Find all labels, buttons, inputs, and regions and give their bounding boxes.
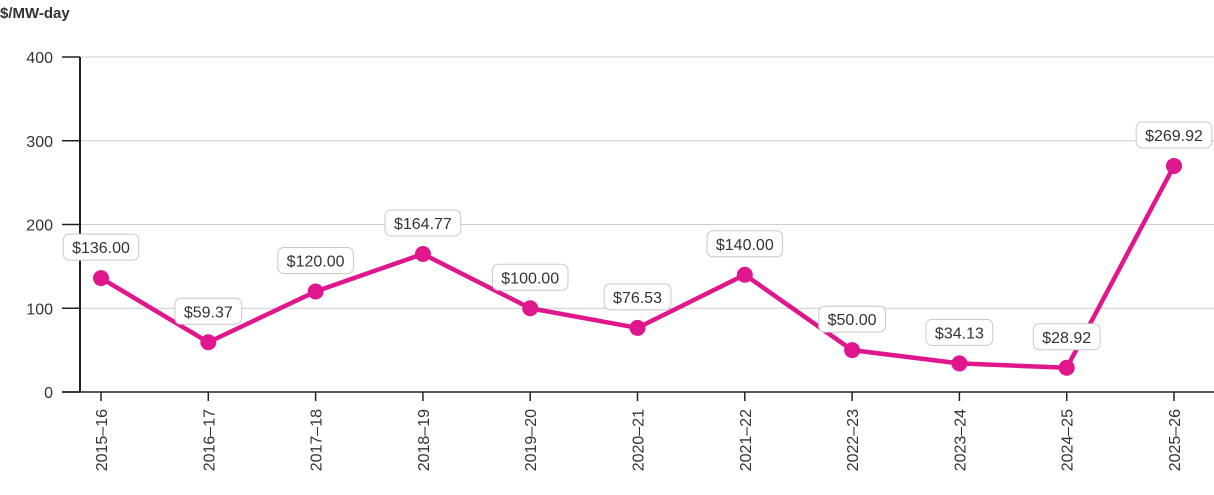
data-label-box [603,283,672,311]
data-labels: $136.00 $59.37 $120.00 $164.77 $100.00 $76.53… [62,121,1213,351]
data-point [629,319,646,336]
x-tick-label: 2017–18 [309,409,326,471]
data-point [522,300,539,317]
data-label: $76.53 [613,290,662,307]
x-tick-label: 2025–26 [1167,409,1184,471]
y-tick-label: 300 [26,134,53,151]
data-label-box [384,209,462,237]
gridlines [80,56,1214,309]
x-tick-label: 2022–23 [845,409,862,471]
data-point [844,342,861,359]
data-label: $28.92 [1042,330,1091,347]
data-label: $120.00 [287,254,345,271]
data-label: $140.00 [716,237,774,254]
y-tick-label: 0 [44,385,53,402]
data-label-box [174,297,243,325]
data-point [200,334,217,351]
x-tick-label: 2020–21 [631,409,648,471]
data-label: $50.00 [828,312,877,329]
data-label-box [818,305,887,333]
data-label: $136.00 [72,240,130,257]
data-point [93,270,109,287]
y-tick-label: 200 [26,218,53,235]
data-point [414,246,431,263]
data-point [307,283,324,300]
data-label: $100.00 [501,270,559,287]
x-tick-label: 2024–25 [1060,409,1077,471]
data-point [951,355,968,372]
axes [62,56,1214,401]
data-label-box [491,263,569,291]
data-point [1058,359,1075,376]
data-label-box [1135,121,1213,149]
data-point [736,266,753,283]
data-label-box [1032,323,1101,351]
x-tick-label: 2023–24 [952,409,969,471]
x-tick-label: 2016–17 [201,409,218,471]
data-label-box [62,233,140,261]
series-line [98,163,1177,371]
data-label: $34.13 [935,325,984,342]
data-label-box [925,318,994,346]
tick-labels: 0 100 200 300 400 2015–16 2016–17 2017–18 2018–1… [26,50,1184,471]
x-tick-label: 2018–19 [416,409,433,471]
series [93,157,1182,376]
y-tick-label: 400 [26,50,53,67]
x-tick-label: 2021–22 [738,409,755,471]
y-tick-label: 100 [26,301,53,318]
x-tick-label: 2015–16 [94,409,111,471]
x-tick-label: 2019–20 [523,409,540,471]
data-label-box [277,247,354,274]
data-point [1166,157,1182,174]
data-label-box [706,230,784,258]
y-axis-unit-label: $/MW-day [0,5,70,22]
data-label: $59.37 [184,304,233,321]
data-label: $269.92 [1145,128,1203,145]
data-label: $164.77 [394,216,452,233]
